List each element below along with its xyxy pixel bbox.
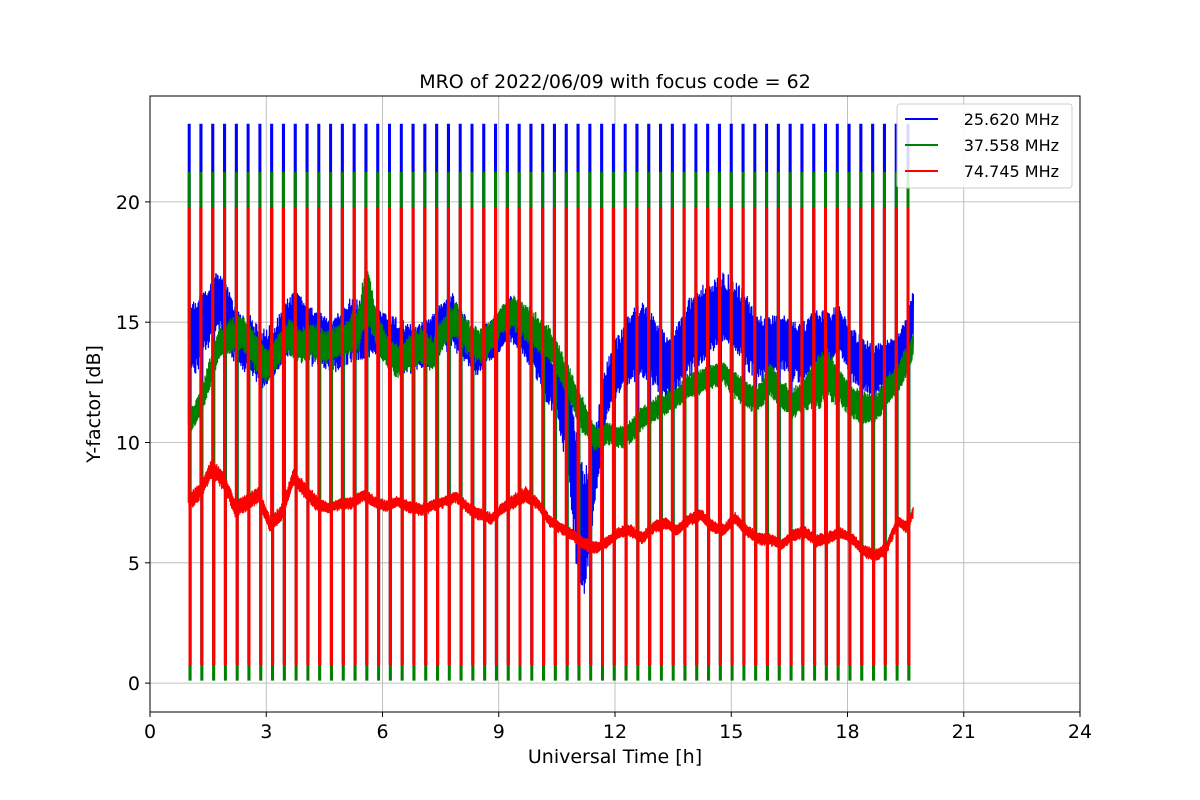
calibration-spike <box>423 208 428 665</box>
x-axis-label: Universal Time [h] <box>528 746 702 768</box>
calibration-spike <box>647 208 652 665</box>
calibration-spike <box>317 208 322 665</box>
calibration-spike <box>305 208 310 665</box>
calibration-spike <box>611 208 616 665</box>
series-layer <box>187 123 915 681</box>
calibration-spike <box>399 208 404 665</box>
calibration-spike <box>564 208 569 665</box>
calibration-spike <box>211 208 216 665</box>
calibration-spike <box>659 208 663 665</box>
calibration-spike <box>729 208 734 665</box>
calibration-spike <box>435 208 440 665</box>
calibration-spike <box>576 208 581 665</box>
calibration-spike <box>234 208 239 665</box>
calibration-spike <box>505 208 510 665</box>
calibration-spike <box>894 208 899 665</box>
calibration-spike <box>411 208 416 665</box>
calibration-spike <box>541 208 546 665</box>
calibration-spike <box>635 208 640 665</box>
calibration-spike <box>446 208 451 665</box>
y-axis-ticks: 0 5 10 15 20 <box>116 192 150 695</box>
calibration-spike <box>882 208 887 665</box>
calibration-spike <box>340 208 345 665</box>
calibration-spike <box>270 208 275 665</box>
calibration-spike <box>588 208 593 665</box>
calibration-spike <box>788 208 793 665</box>
calibration-spike <box>470 208 475 665</box>
calibration-spike <box>293 208 298 665</box>
calibration-spike <box>776 208 781 665</box>
x-tick-label: 21 <box>952 721 976 743</box>
calibration-spike <box>246 208 251 665</box>
legend-label: 74.745 MHz <box>964 162 1059 181</box>
calibration-spike <box>800 208 805 665</box>
calibration-spike <box>812 208 817 665</box>
calibration-spike <box>871 208 876 665</box>
x-axis-ticks: 0 3 6 9 12 15 18 21 24 <box>144 712 1092 743</box>
x-tick-label: 18 <box>835 721 859 743</box>
calibration-spike <box>765 208 769 665</box>
calibration-spike <box>329 208 333 665</box>
calibration-spike <box>458 208 463 665</box>
calibration-spike <box>352 208 357 665</box>
y-tick-label: 20 <box>116 192 140 214</box>
calibration-spike <box>670 208 675 665</box>
calibration-spike <box>623 208 628 665</box>
calibration-spike <box>824 208 828 665</box>
calibration-spike <box>859 208 864 665</box>
calibration-spike <box>906 208 911 665</box>
chart-title: MRO of 2022/06/09 with focus code = 62 <box>419 71 811 93</box>
x-tick-label: 24 <box>1068 721 1092 743</box>
calibration-spike <box>694 208 699 665</box>
calibration-spike <box>517 208 522 665</box>
calibration-spike <box>753 208 758 665</box>
legend-box <box>896 103 1073 189</box>
calibration-spike <box>682 208 687 665</box>
legend-label: 25.620 MHz <box>964 110 1059 129</box>
y-axis-label: Y-factor [dB] <box>83 345 105 464</box>
x-tick-label: 15 <box>719 721 743 743</box>
x-tick-label: 0 <box>144 721 156 743</box>
calibration-spike <box>529 208 534 665</box>
x-tick-label: 12 <box>603 721 627 743</box>
calibration-spike <box>187 208 192 665</box>
calibration-spike <box>552 208 557 665</box>
legend: 25.620 MHz 37.558 MHz 74.745 MHz <box>896 103 1073 189</box>
calibration-spike <box>364 208 369 665</box>
y-tick-label: 0 <box>128 673 140 695</box>
legend-label: 37.558 MHz <box>964 136 1059 155</box>
calibration-spike <box>717 208 722 665</box>
x-tick-label: 3 <box>260 721 272 743</box>
x-tick-label: 9 <box>493 721 505 743</box>
calibration-spike <box>600 208 604 665</box>
y-tick-label: 15 <box>116 312 140 334</box>
calibration-spike <box>258 208 263 665</box>
calibration-spike <box>706 208 711 665</box>
calibration-spike <box>494 208 498 665</box>
calibration-spike <box>847 208 852 665</box>
y-tick-label: 10 <box>116 433 140 455</box>
calibration-spike <box>482 208 487 665</box>
y-tick-label: 5 <box>128 553 140 575</box>
calibration-spike <box>199 208 204 665</box>
calibration-spike <box>835 208 840 665</box>
calibration-spike <box>376 208 381 665</box>
calibration-spike <box>281 208 286 665</box>
x-tick-label: 6 <box>376 721 388 743</box>
calibration-spike <box>223 208 227 665</box>
calibration-spike <box>388 208 392 665</box>
calibration-spike <box>741 208 746 665</box>
